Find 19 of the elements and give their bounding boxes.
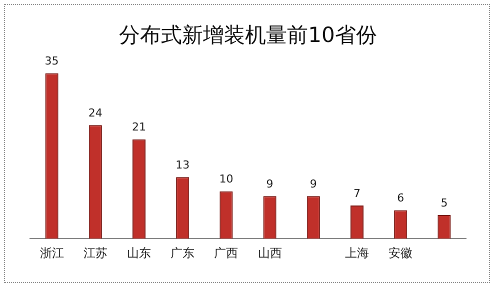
- data-label: 35: [44, 54, 59, 68]
- data-label: 21: [132, 120, 146, 134]
- data-label: 5: [440, 196, 448, 210]
- x-tick-label: 浙江: [40, 246, 64, 260]
- data-label: 24: [88, 106, 102, 120]
- x-tick-label: 广西: [214, 246, 238, 260]
- data-label: 10: [219, 172, 234, 186]
- x-tick-label: 安徽: [388, 246, 413, 260]
- x-tick-label: 江苏: [83, 246, 108, 260]
- data-label: 9: [310, 177, 317, 190]
- chart-title: 分布式新增装机量前10省份: [119, 23, 377, 48]
- x-tick-label: 山西: [258, 246, 282, 260]
- data-label: 9: [266, 177, 274, 190]
- data-label: 6: [397, 192, 404, 205]
- x-tick-label: 广东: [170, 246, 195, 260]
- x-tick-label: 上海: [345, 246, 369, 260]
- x-tick-label: 山东: [127, 246, 151, 260]
- data-label: 13: [176, 158, 190, 172]
- data-label: 7: [354, 186, 360, 200]
